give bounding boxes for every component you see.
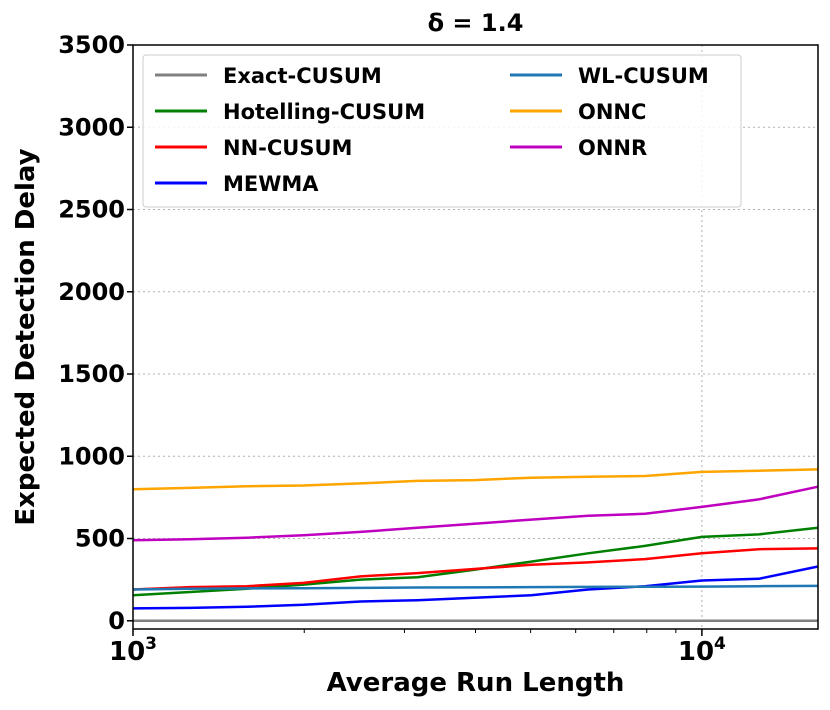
legend-label-onnc: ONNC (578, 100, 646, 124)
legend-label-onnr: ONNR (578, 136, 647, 160)
series-line-onnc (132, 468, 819, 491)
y-tick-label: 3500 (58, 31, 125, 59)
y-tick-label: 3000 (58, 113, 125, 141)
series-line-nn-cusum (132, 547, 819, 591)
legend-label-hotelling-cusum: Hotelling-CUSUM (223, 100, 425, 124)
y-axis-label: Expected Detection Delay (11, 148, 41, 525)
chart-title: δ = 1.4 (428, 9, 524, 37)
y-tick-label: 500 (75, 525, 125, 553)
series-line-mewma (132, 565, 819, 610)
y-tick-label: 1500 (58, 360, 125, 388)
legend: Exact-CUSUM Hotelling-CUSUM NN-CUSUM MEWMA W… (142, 54, 742, 208)
legend-label-exact-cusum: Exact-CUSUM (223, 64, 382, 88)
legend-label-wl-cusum: WL-CUSUM (578, 64, 709, 88)
y-tick-label: 2000 (58, 278, 125, 306)
series-line-onnr (132, 485, 819, 542)
series-line-wl-cusum (132, 584, 819, 591)
y-tick-label: 1000 (58, 442, 125, 470)
legend-label-nn-cusum: NN-CUSUM (223, 136, 352, 160)
x-tick-label: 103 (109, 634, 157, 667)
legend-box (142, 54, 742, 208)
y-tick-label: 2500 (58, 196, 125, 224)
x-tick-label: 104 (678, 634, 726, 667)
series-layer (132, 468, 819, 623)
legend-label-mewma: MEWMA (223, 172, 319, 196)
y-tick-label: 0 (108, 607, 125, 635)
x-axis-label: Average Run Length (327, 668, 625, 698)
axes-layer: 0 500 1000 1500 2000 2500 3000 3500 103 104 (58, 31, 726, 667)
